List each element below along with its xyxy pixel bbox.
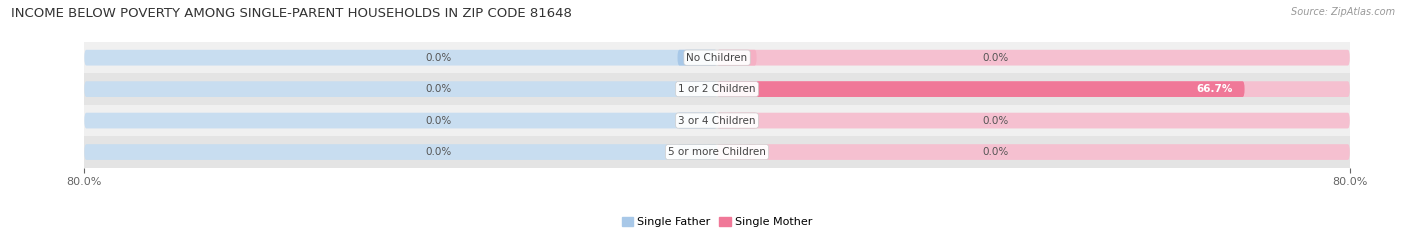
FancyBboxPatch shape xyxy=(717,50,1350,65)
Text: 0.0%: 0.0% xyxy=(983,53,1010,63)
Bar xyxy=(84,73,1350,105)
Text: 3 or 4 Children: 3 or 4 Children xyxy=(678,116,756,126)
FancyBboxPatch shape xyxy=(717,113,1350,128)
Legend: Single Father, Single Mother: Single Father, Single Mother xyxy=(617,212,817,231)
Bar xyxy=(84,105,1350,136)
FancyBboxPatch shape xyxy=(717,50,756,65)
FancyBboxPatch shape xyxy=(717,144,756,160)
FancyBboxPatch shape xyxy=(84,113,717,128)
Text: 0.0%: 0.0% xyxy=(983,147,1010,157)
Bar xyxy=(84,42,1350,73)
Text: No Children: No Children xyxy=(686,53,748,63)
Text: 0.0%: 0.0% xyxy=(425,147,451,157)
Text: 0.0%: 0.0% xyxy=(425,53,451,63)
FancyBboxPatch shape xyxy=(678,113,717,128)
FancyBboxPatch shape xyxy=(717,144,1350,160)
Text: 66.7%: 66.7% xyxy=(1197,84,1233,94)
FancyBboxPatch shape xyxy=(84,144,717,160)
FancyBboxPatch shape xyxy=(678,50,717,65)
Text: INCOME BELOW POVERTY AMONG SINGLE-PARENT HOUSEHOLDS IN ZIP CODE 81648: INCOME BELOW POVERTY AMONG SINGLE-PARENT… xyxy=(11,7,572,20)
Text: 0.0%: 0.0% xyxy=(983,116,1010,126)
Bar xyxy=(84,136,1350,168)
Text: 5 or more Children: 5 or more Children xyxy=(668,147,766,157)
FancyBboxPatch shape xyxy=(84,50,717,65)
Text: 0.0%: 0.0% xyxy=(425,84,451,94)
Text: 1 or 2 Children: 1 or 2 Children xyxy=(678,84,756,94)
FancyBboxPatch shape xyxy=(717,113,756,128)
FancyBboxPatch shape xyxy=(84,81,717,97)
FancyBboxPatch shape xyxy=(678,144,717,160)
FancyBboxPatch shape xyxy=(717,81,1350,97)
Text: Source: ZipAtlas.com: Source: ZipAtlas.com xyxy=(1291,7,1395,17)
FancyBboxPatch shape xyxy=(717,81,1244,97)
FancyBboxPatch shape xyxy=(678,81,717,97)
Text: 0.0%: 0.0% xyxy=(425,116,451,126)
